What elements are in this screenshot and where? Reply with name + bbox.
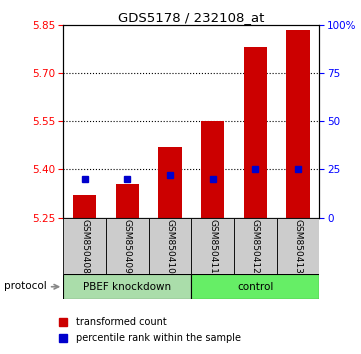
Text: GSM850412: GSM850412 [251,219,260,273]
Bar [277,218,319,274]
Bar [234,218,277,274]
Bar [63,218,106,274]
Text: control: control [237,282,274,292]
Bar [286,30,310,218]
Text: GSM850413: GSM850413 [293,218,303,274]
Bar [149,218,191,274]
Bar [191,218,234,274]
Text: percentile rank within the sample: percentile rank within the sample [76,333,241,343]
Bar [244,47,267,218]
Bar [116,184,139,218]
Bar [73,195,96,218]
Title: GDS5178 / 232108_at: GDS5178 / 232108_at [118,11,265,24]
Bar [63,274,191,299]
Text: GSM850410: GSM850410 [165,218,174,274]
Text: GSM850411: GSM850411 [208,218,217,274]
Text: transformed count: transformed count [76,317,166,327]
Text: PBEF knockdown: PBEF knockdown [83,282,171,292]
Bar [201,121,225,218]
Bar [191,274,319,299]
Text: GSM850408: GSM850408 [80,218,89,274]
Bar [158,147,182,218]
Bar [106,218,149,274]
Text: GSM850409: GSM850409 [123,218,132,274]
Text: protocol: protocol [4,281,46,291]
